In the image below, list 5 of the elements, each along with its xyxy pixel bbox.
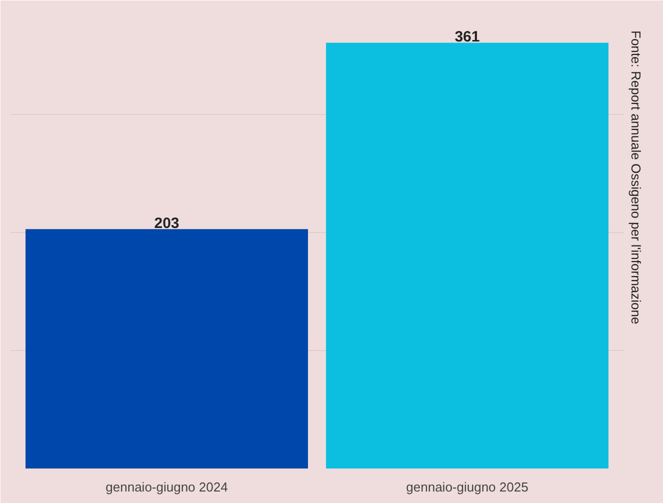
data-label: 361 <box>454 28 480 46</box>
source-note: Fonte: Report annuale Ossigeno per l'informazione <box>628 30 644 324</box>
x-tick-label: gennaio-giugno 2025 <box>406 480 528 494</box>
x-tick-label: gennaio-giugno 2024 <box>106 480 228 494</box>
data-label: 203 <box>154 215 180 232</box>
